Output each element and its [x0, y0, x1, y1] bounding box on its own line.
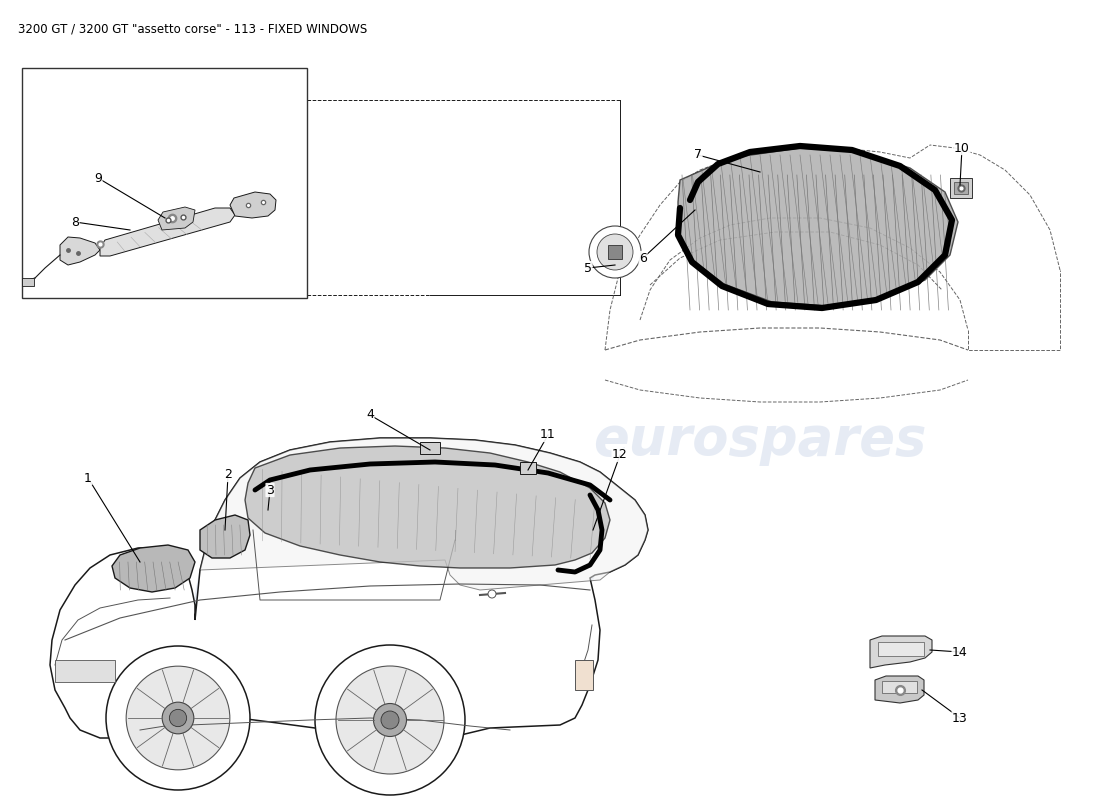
Circle shape [169, 710, 187, 726]
Text: 14: 14 [953, 646, 968, 658]
Circle shape [588, 226, 641, 278]
Text: 3200 GT / 3200 GT "assetto corse" - 113 - FIXED WINDOWS: 3200 GT / 3200 GT "assetto corse" - 113 … [18, 22, 367, 35]
Bar [608, 245, 622, 259]
Circle shape [488, 590, 496, 598]
Text: 10: 10 [954, 142, 970, 154]
Bar [575, 660, 593, 690]
Bar [22, 68, 307, 298]
Bar [420, 442, 440, 454]
Circle shape [374, 703, 407, 737]
Circle shape [381, 711, 399, 729]
Text: 3: 3 [266, 483, 274, 497]
Text: eurospares: eurospares [142, 555, 598, 625]
Polygon shape [200, 515, 250, 558]
Text: 9: 9 [95, 171, 102, 185]
Circle shape [336, 666, 444, 774]
Bar [882, 681, 917, 693]
Polygon shape [112, 545, 195, 592]
Text: 4: 4 [366, 409, 374, 422]
Bar [950, 178, 972, 198]
Text: 11: 11 [540, 429, 556, 442]
Polygon shape [50, 438, 648, 750]
Polygon shape [100, 208, 235, 256]
Text: 2: 2 [224, 469, 232, 482]
Bar [22, 278, 34, 286]
Bar [55, 660, 116, 682]
Text: 7: 7 [694, 149, 702, 162]
Bar [954, 182, 968, 194]
Polygon shape [245, 446, 611, 568]
Polygon shape [60, 237, 100, 265]
Circle shape [315, 645, 465, 795]
Circle shape [126, 666, 230, 770]
Polygon shape [874, 676, 924, 703]
Polygon shape [158, 207, 195, 230]
Polygon shape [870, 636, 932, 668]
Circle shape [106, 646, 250, 790]
Polygon shape [678, 148, 958, 306]
Polygon shape [200, 438, 648, 590]
Text: 8: 8 [72, 215, 79, 229]
Text: 6: 6 [639, 251, 647, 265]
Bar [520, 462, 536, 474]
Bar [878, 642, 924, 656]
Text: 5: 5 [584, 262, 592, 274]
Polygon shape [230, 192, 276, 218]
Text: eurospares: eurospares [593, 414, 926, 466]
Circle shape [162, 702, 194, 734]
Circle shape [597, 234, 632, 270]
Text: 13: 13 [953, 711, 968, 725]
Text: 1: 1 [84, 471, 92, 485]
Text: 12: 12 [612, 449, 628, 462]
